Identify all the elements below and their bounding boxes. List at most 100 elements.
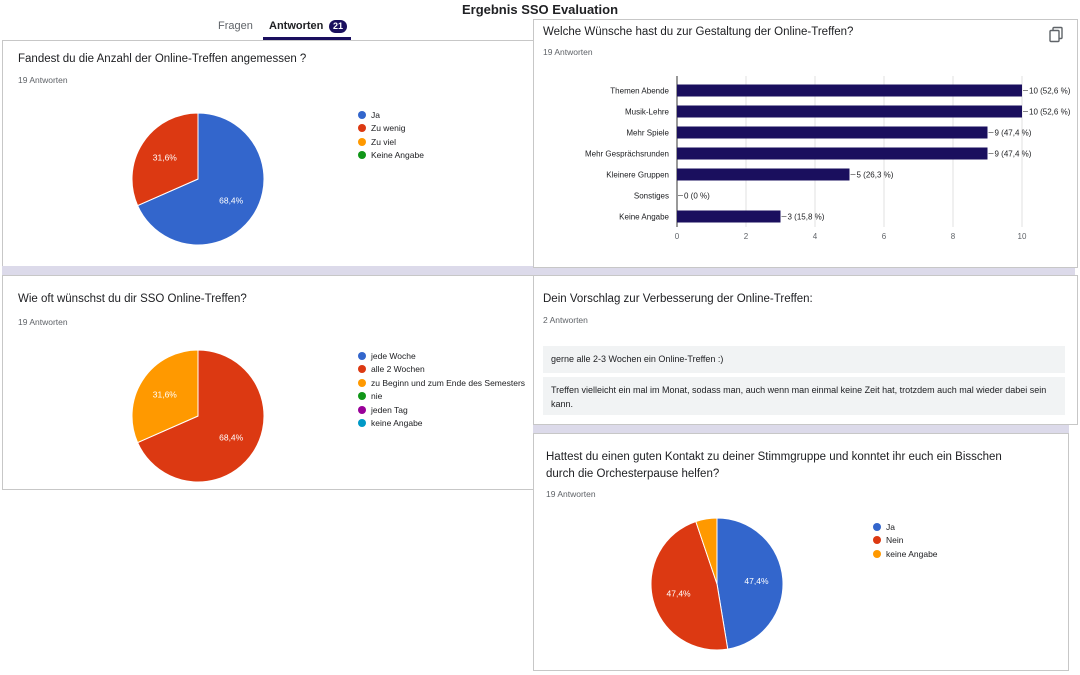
legend-item[interactable]: Keine Angabe bbox=[358, 149, 424, 163]
section-divider bbox=[2, 266, 1075, 275]
legend-swatch bbox=[873, 536, 881, 545]
pie-slice-zu-wenig bbox=[131, 112, 199, 207]
legend-swatch bbox=[873, 549, 881, 558]
question-title: Fandest du die Anzahl der Online-Treffen… bbox=[18, 53, 307, 65]
question-title-line-1: Hattest du einen guten Kontakt zu deiner… bbox=[546, 451, 1002, 463]
x-tick-label: 0 bbox=[675, 232, 680, 241]
x-tick-label: 4 bbox=[813, 232, 818, 241]
legend-swatch bbox=[358, 137, 366, 146]
legend-label: jede Woche bbox=[371, 350, 416, 361]
pie-chart-3: 68,4% 31,6% bbox=[131, 349, 265, 483]
legend-item[interactable]: keine Angabe bbox=[873, 547, 938, 561]
legend-item[interactable]: zu Beginn und zum Ende des Semesters bbox=[358, 376, 525, 390]
legend-label: zu Beginn und zum Ende des Semesters bbox=[371, 377, 526, 388]
question-card-3: Wie oft wünschst du dir SSO Online-Treff… bbox=[2, 275, 534, 490]
category-label: Kleinere Gruppen bbox=[606, 171, 669, 180]
category-label: Themen Abende bbox=[610, 87, 669, 96]
legend-item[interactable]: Zu viel bbox=[358, 135, 424, 149]
question-card-5: Hattest du einen guten Kontakt zu deiner… bbox=[533, 433, 1069, 671]
x-tick-label: 6 bbox=[882, 232, 887, 241]
pie-slice-label: 31,6% bbox=[153, 389, 178, 399]
legend-item[interactable]: Zu wenig bbox=[358, 122, 424, 136]
x-tick-label: 8 bbox=[951, 232, 956, 241]
data-label: 9 (47,4 %) bbox=[995, 150, 1032, 159]
legend-label: Ja bbox=[886, 521, 895, 532]
section-divider bbox=[533, 425, 1069, 433]
legend-label: jeden Tag bbox=[371, 404, 408, 415]
legend-swatch bbox=[358, 365, 366, 374]
legend-label: nie bbox=[371, 391, 383, 402]
question-card-4: Dein Vorschlag zur Verbesserung der Onli… bbox=[533, 275, 1078, 425]
legend-item[interactable]: Nein bbox=[873, 534, 938, 548]
legend-item[interactable]: jede Woche bbox=[358, 349, 525, 363]
response-count: 19 Antworten bbox=[18, 75, 68, 85]
pie-slice-label: 68,4% bbox=[219, 433, 244, 443]
response-count: 2 Antworten bbox=[543, 315, 588, 325]
pie-slice-keine-angabe bbox=[695, 517, 718, 585]
x-tick-label: 10 bbox=[1018, 232, 1027, 241]
pie-chart-5: 47,4% 47,4% bbox=[650, 517, 784, 651]
legend-item[interactable]: alle 2 Wochen bbox=[358, 363, 525, 377]
legend-item[interactable]: nie bbox=[358, 390, 525, 404]
pie-slice-label: 31,6% bbox=[153, 152, 178, 162]
legend-item[interactable]: Ja bbox=[873, 520, 938, 534]
question-card-1: Fandest du die Anzahl der Online-Treffen… bbox=[2, 40, 534, 268]
bar bbox=[677, 210, 781, 223]
legend-item[interactable]: Ja bbox=[358, 108, 424, 122]
bar bbox=[677, 105, 1022, 118]
question-card-2: Welche Wünsche hast du zur Gestaltung de… bbox=[533, 19, 1078, 268]
pie-slice-zu-beginn-und-zum-ende-des-semesters bbox=[131, 349, 199, 444]
response-count: 19 Antworten bbox=[18, 317, 68, 327]
category-label: Musik-Lehre bbox=[625, 108, 670, 117]
legend-swatch bbox=[358, 151, 366, 160]
pie-slice-label: 47,4% bbox=[744, 576, 769, 586]
tab-fragen[interactable]: Fragen bbox=[218, 20, 253, 32]
legend-label: Zu wenig bbox=[371, 123, 406, 134]
legend-swatch bbox=[358, 405, 366, 414]
text-response: Treffen vielleicht ein mal im Monat, sod… bbox=[543, 377, 1065, 415]
legend-q5: Ja Nein keine Angabe bbox=[873, 520, 938, 561]
x-tick-label: 2 bbox=[744, 232, 749, 241]
legend-swatch bbox=[358, 110, 366, 119]
question-title: Wie oft wünschst du dir SSO Online-Treff… bbox=[18, 293, 247, 305]
legend-label: alle 2 Wochen bbox=[371, 364, 425, 375]
legend-swatch bbox=[358, 378, 366, 387]
data-label: 10 (52,6 %) bbox=[1029, 108, 1071, 117]
legend-label: Nein bbox=[886, 535, 904, 546]
bar-chart-2: 0 2 4 6 8 10 Themen Abende 10 (52,6 %) Musik-Leh… bbox=[585, 76, 1071, 241]
legend-label: Keine Angabe bbox=[371, 150, 424, 161]
pie-slice-label: 47,4% bbox=[667, 589, 692, 599]
copy-icon[interactable] bbox=[1048, 26, 1064, 44]
response-count: 19 Antworten bbox=[543, 47, 593, 57]
legend-item[interactable]: keine Angabe bbox=[358, 417, 525, 431]
active-tab-indicator bbox=[263, 37, 351, 40]
legend-q3: jede Woche alle 2 Wochen zu Beginn und z… bbox=[358, 349, 525, 430]
legend-swatch bbox=[358, 124, 366, 133]
bar bbox=[677, 126, 988, 139]
legend-label: keine Angabe bbox=[886, 548, 938, 559]
legend-swatch bbox=[873, 522, 881, 531]
text-response: gerne alle 2-3 Wochen ein Online-Treffen… bbox=[543, 346, 1065, 373]
pie-slice-alle-2-wochen bbox=[136, 349, 265, 483]
category-label: Mehr Spiele bbox=[626, 129, 669, 138]
pie-slice-ja bbox=[716, 517, 784, 650]
bar bbox=[677, 147, 988, 160]
question-title: Welche Wünsche hast du zur Gestaltung de… bbox=[543, 26, 854, 38]
category-label: Mehr Gesprächsrunden bbox=[585, 150, 669, 159]
bar bbox=[677, 168, 850, 181]
pie-slice-label: 68,4% bbox=[219, 196, 244, 206]
legend-swatch bbox=[358, 419, 366, 428]
category-label: Sonstiges bbox=[634, 192, 669, 201]
pie-chart-1: 68,4% 31,6% bbox=[131, 112, 265, 246]
legend-item[interactable]: jeden Tag bbox=[358, 403, 525, 417]
tab-antworten[interactable]: Antworten bbox=[269, 20, 324, 32]
data-label: 5 (26,3 %) bbox=[857, 171, 894, 180]
data-label: 3 (15,8 %) bbox=[788, 213, 825, 222]
legend-q1: Ja Zu wenig Zu viel Keine Angabe bbox=[358, 108, 424, 162]
page-title: Ergebnis SSO Evaluation bbox=[461, 2, 619, 17]
question-title-line-2: durch die Orchesterpause helfen? bbox=[546, 468, 720, 480]
legend-label: Zu viel bbox=[371, 136, 397, 147]
pie-slice-nein bbox=[650, 520, 729, 651]
data-label: 9 (47,4 %) bbox=[995, 129, 1032, 138]
pie-slice-ja bbox=[136, 112, 265, 246]
